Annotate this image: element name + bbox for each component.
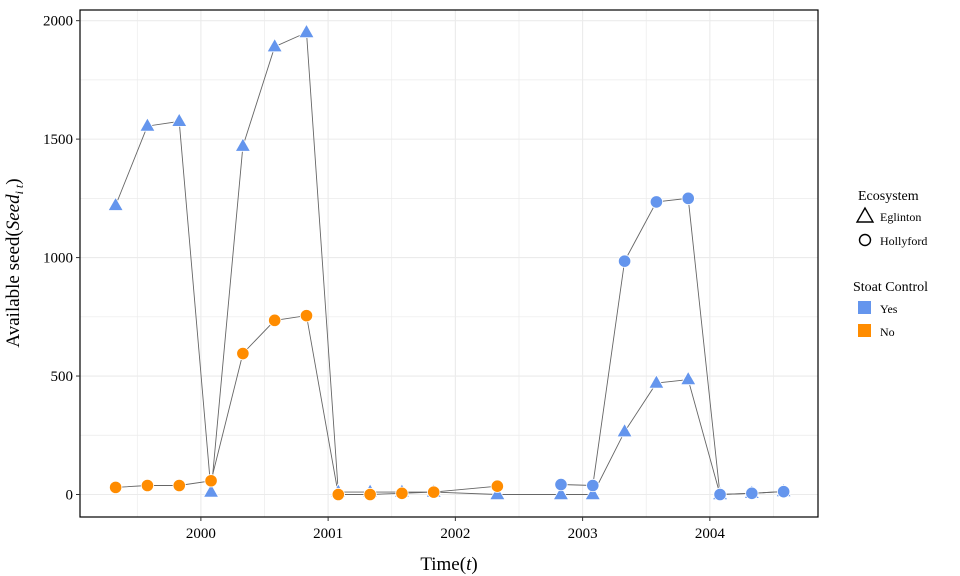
data-point-circle xyxy=(395,486,409,500)
y-axis-title-subscript: i t xyxy=(12,184,26,194)
y-axis-title-text: Available seed xyxy=(3,236,24,347)
legend-label-eglinton: Eglinton xyxy=(880,210,921,224)
x-tick-label: 2003 xyxy=(568,526,598,542)
y-axis-title-open-paren: ( xyxy=(3,230,24,236)
y-tick-label: 2000 xyxy=(43,14,73,30)
data-point-circle xyxy=(777,485,791,499)
x-tick-label: 2004 xyxy=(695,526,726,542)
data-point-circle xyxy=(172,478,186,493)
y-axis-title: Available seed(Seedi t) xyxy=(3,178,26,347)
legend-swatch-yes xyxy=(858,301,871,314)
grid-major xyxy=(80,10,818,517)
data-point-triangle xyxy=(202,483,220,498)
x-tick-label: 2000 xyxy=(186,526,216,542)
data-point-circle xyxy=(427,485,441,499)
legend-label-yes: Yes xyxy=(880,302,898,316)
y-axis-title-close-paren: ) xyxy=(3,178,24,184)
data-point-circle xyxy=(268,313,282,327)
y-axis: 0 500 1000 1500 2000 xyxy=(43,14,80,503)
data-point-triangle xyxy=(552,485,570,501)
y-tick-label: 1500 xyxy=(43,132,73,148)
x-axis-title-text: Time xyxy=(420,554,459,575)
x-tick-label: 2001 xyxy=(313,526,343,542)
x-axis: 2000 2001 2002 2003 2004 xyxy=(186,517,725,542)
data-point-circle xyxy=(204,474,218,488)
data-point-circle xyxy=(681,191,695,205)
data-point-circle xyxy=(745,486,759,500)
data-point-circle xyxy=(331,487,345,502)
legend-label-no: No xyxy=(880,325,895,339)
legend-swatch-no xyxy=(858,324,871,337)
y-tick-label: 1000 xyxy=(43,251,73,267)
data-point-circle xyxy=(109,480,123,494)
x-tick-label: 2002 xyxy=(440,526,470,542)
data-point-circle xyxy=(363,487,377,502)
x-axis-title: Time(t) xyxy=(420,554,477,575)
data-point-triangle xyxy=(584,485,601,501)
data-point-triangle xyxy=(680,370,697,386)
grid-minor xyxy=(80,10,818,517)
plot-frame xyxy=(79,9,819,518)
data-point-circle xyxy=(713,487,727,502)
series-points xyxy=(107,23,792,502)
data-point-triangle xyxy=(266,37,283,53)
legend: Ecosystem Eglinton Hollyford Stoat Contr… xyxy=(853,189,928,339)
y-tick-label: 0 xyxy=(66,487,74,503)
legend-triangle-icon xyxy=(855,206,875,223)
data-point-circle xyxy=(236,346,250,361)
y-tick-label: 500 xyxy=(51,369,74,385)
data-point-circle xyxy=(299,309,314,323)
legend-title-ecosystem: Ecosystem xyxy=(858,189,919,204)
data-point-triangle xyxy=(234,137,252,152)
legend-title-stoat-control: Stoat Control xyxy=(853,280,928,295)
y-axis-title-var: Seed xyxy=(3,194,24,230)
data-point-triangle xyxy=(171,112,188,127)
legend-circle-icon xyxy=(858,233,872,247)
data-point-triangle xyxy=(139,117,156,132)
data-point-circle xyxy=(617,254,632,268)
x-axis-title-close-paren: ) xyxy=(471,554,477,575)
x-axis-title-var: t xyxy=(466,554,472,575)
data-point-triangle xyxy=(616,422,633,438)
plot-background xyxy=(80,10,818,517)
data-point-circle xyxy=(554,477,568,492)
data-point-triangle xyxy=(648,374,665,389)
data-point-circle xyxy=(490,479,504,493)
data-point-circle xyxy=(586,478,600,493)
x-axis-title-open-paren: ( xyxy=(460,554,466,575)
legend-label-hollyford: Hollyford xyxy=(880,234,927,248)
data-point-triangle xyxy=(489,485,506,501)
data-point-circle xyxy=(140,478,155,493)
data-point-triangle xyxy=(298,23,315,38)
data-point-triangle xyxy=(107,196,124,211)
data-point-circle xyxy=(649,195,664,209)
